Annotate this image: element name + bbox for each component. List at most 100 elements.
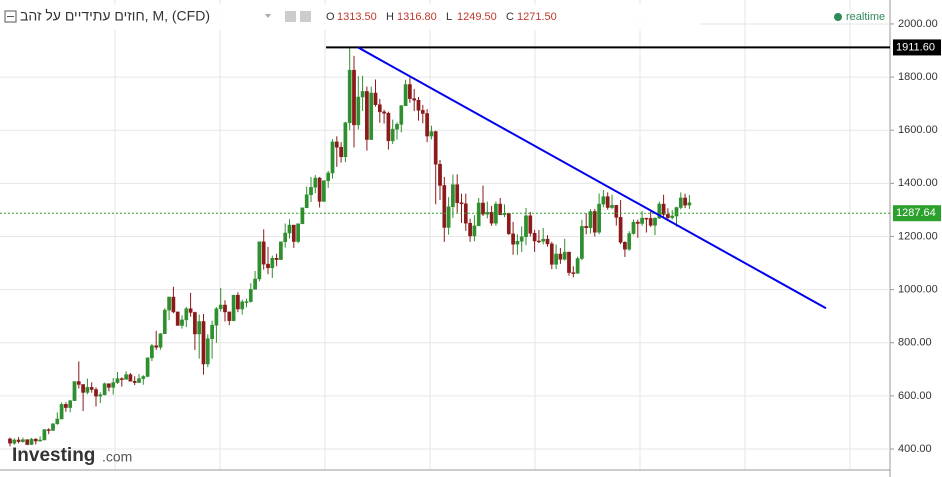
candle-body <box>627 233 632 250</box>
candle-body <box>38 439 42 442</box>
candle-body <box>511 233 515 245</box>
candle-body <box>145 357 150 377</box>
y-tick-label: 1400.00 <box>898 177 938 189</box>
candle-body <box>85 387 90 393</box>
candle-body <box>489 212 494 224</box>
candle-body <box>240 301 245 310</box>
candle-body <box>107 383 111 388</box>
ohlc-values: O 1313.50 H 1316.80 L 1249.50 C 1271.50 <box>326 11 557 23</box>
candle-body <box>369 92 374 140</box>
current-price-label: 1287.64 <box>896 207 936 219</box>
candle-body <box>459 202 464 205</box>
y-tick-label: 400.00 <box>898 443 932 455</box>
candle-body <box>287 224 292 234</box>
candle-body <box>670 215 675 218</box>
candle-body <box>137 378 141 383</box>
candle-body <box>528 215 533 234</box>
candle-body <box>635 221 640 224</box>
candle-body <box>571 272 576 274</box>
y-tick-label: 1800.00 <box>898 71 938 83</box>
candle-body <box>279 241 283 260</box>
realtime-dot <box>834 13 842 21</box>
candle-body <box>128 374 133 382</box>
candle-body <box>300 207 305 224</box>
candle-body <box>64 404 68 408</box>
candle-body <box>549 243 554 265</box>
candle-body <box>124 374 128 380</box>
candle-body <box>261 241 266 265</box>
candle-body <box>253 278 257 290</box>
candle-body <box>584 226 589 228</box>
candle-body <box>266 263 270 269</box>
collapse-button[interactable] <box>4 10 17 23</box>
candle-body <box>339 146 343 158</box>
candle-body <box>46 429 51 431</box>
candle-body <box>231 294 236 321</box>
y-tick-label: 1200.00 <box>898 230 938 242</box>
candle-body <box>575 258 580 274</box>
candle-body <box>442 185 447 228</box>
candle-body <box>102 383 107 396</box>
dropdown-icon[interactable] <box>265 14 271 18</box>
candle-body <box>433 131 438 165</box>
candle-body <box>640 217 644 224</box>
candle-body <box>55 418 60 425</box>
ohlc-value: 1313.50 <box>337 11 377 23</box>
candle-body <box>322 180 326 202</box>
candle-body <box>68 400 73 408</box>
candle-body <box>653 217 657 226</box>
candle-body <box>476 202 481 227</box>
candle-body <box>438 163 442 186</box>
candle-body <box>317 177 322 202</box>
candle-body <box>89 387 94 390</box>
candle-body <box>347 69 352 124</box>
candle-body <box>115 378 120 383</box>
candle-body <box>171 296 176 313</box>
ohlc-key: H <box>386 11 394 23</box>
close-icon[interactable] <box>300 11 311 22</box>
candle-body <box>59 404 64 420</box>
candle-body <box>588 211 593 228</box>
level-tag <box>893 39 941 56</box>
candle-body <box>580 226 584 259</box>
candle-body <box>382 111 386 114</box>
candle-body <box>119 378 124 380</box>
candle-body <box>399 105 404 125</box>
candle-body <box>51 423 55 431</box>
candle-body <box>678 197 683 208</box>
candle-body <box>519 236 524 242</box>
candle-body <box>184 308 189 321</box>
candle-body <box>515 241 520 245</box>
candle-body <box>326 172 331 181</box>
candle-body <box>270 258 275 269</box>
candle-body <box>610 205 614 208</box>
candle-body <box>648 218 653 226</box>
candle-body <box>644 217 649 220</box>
candle-body <box>214 308 219 326</box>
candle-body <box>377 104 382 113</box>
candle-body <box>554 253 558 265</box>
candle-body <box>481 202 485 215</box>
candle-body <box>227 311 232 321</box>
candle-body <box>567 251 571 273</box>
candle-body <box>373 92 378 105</box>
candle-body <box>541 238 546 242</box>
candle-body <box>162 309 167 334</box>
candle-body <box>356 96 361 126</box>
current-price-tag <box>893 205 941 222</box>
candle-body <box>360 91 365 98</box>
plot <box>0 23 890 450</box>
candle-body <box>94 389 98 397</box>
settings-icon[interactable] <box>285 11 296 22</box>
candle-body <box>257 241 262 280</box>
candle-body <box>12 439 17 444</box>
candle-body <box>386 112 391 142</box>
candle-body <box>412 98 417 101</box>
candle-body <box>29 438 34 445</box>
candle-body <box>687 202 692 206</box>
candle-body <box>180 319 184 326</box>
candle-body <box>98 394 103 397</box>
ohlc-value: 1249.50 <box>457 11 497 23</box>
candle-body <box>631 221 636 234</box>
